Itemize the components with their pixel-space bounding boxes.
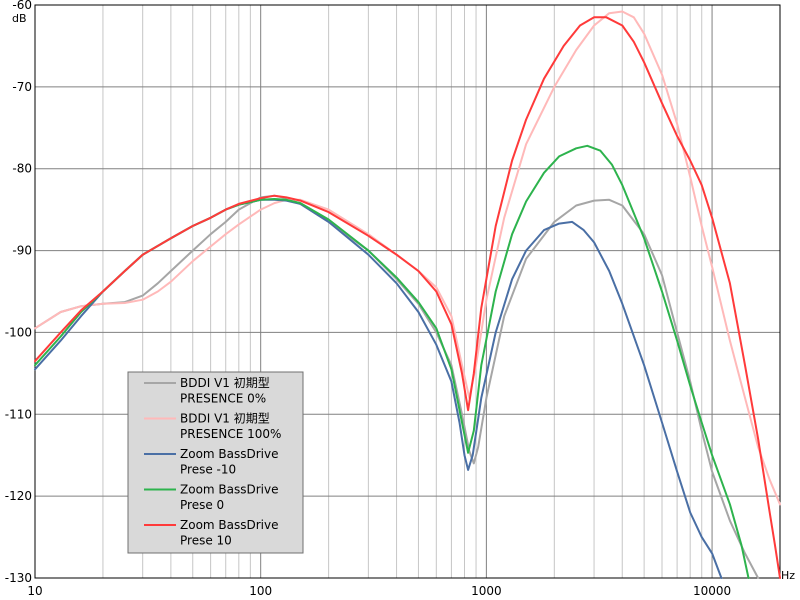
y-tick-labels: -60 -70 -80 -90 -100 -110 -120 -130 <box>5 0 32 585</box>
x-tick-labels: 10 100 1000 10000 <box>27 584 731 598</box>
legend-label: Zoom BassDrive <box>180 518 279 532</box>
y-tick-label: -100 <box>5 325 32 339</box>
y-tick-label: -70 <box>12 80 32 94</box>
y-tick-label: -60 <box>12 0 32 12</box>
legend-box <box>127 371 304 554</box>
x-unit-label: Hz <box>781 569 795 582</box>
y-tick-label: -130 <box>5 571 32 585</box>
x-tick-label: 10 <box>27 584 42 598</box>
y-tick-label: -90 <box>12 244 32 258</box>
series-line-5 <box>34 16 781 579</box>
x-tick-label: 1000 <box>471 584 502 598</box>
legend-label: BDDI V1 初期型 <box>180 376 270 390</box>
y-tick-label: -120 <box>5 489 32 503</box>
series-line-2 <box>34 10 781 506</box>
y-unit-label: dB <box>12 12 27 25</box>
x-tick-label: 10000 <box>693 584 731 598</box>
series-lines <box>34 10 781 579</box>
legend-label: Prese -10 <box>180 463 236 477</box>
legend-label: Prese 0 <box>180 498 224 512</box>
legend-label: PRESENCE 100% <box>180 427 281 441</box>
legend-label: Zoom BassDrive <box>180 483 279 497</box>
legend-label: BDDI V1 初期型 <box>180 412 270 426</box>
legend-label: PRESENCE 0% <box>180 392 266 406</box>
legend-label: Zoom BassDrive <box>180 447 279 461</box>
legend-label: Prese 10 <box>180 534 232 548</box>
y-tick-label: -110 <box>5 407 32 421</box>
x-tick-label: 100 <box>249 584 272 598</box>
series-line-1 <box>34 194 760 579</box>
plot-area-frame <box>34 4 781 579</box>
y-tick-label: -80 <box>12 162 32 176</box>
